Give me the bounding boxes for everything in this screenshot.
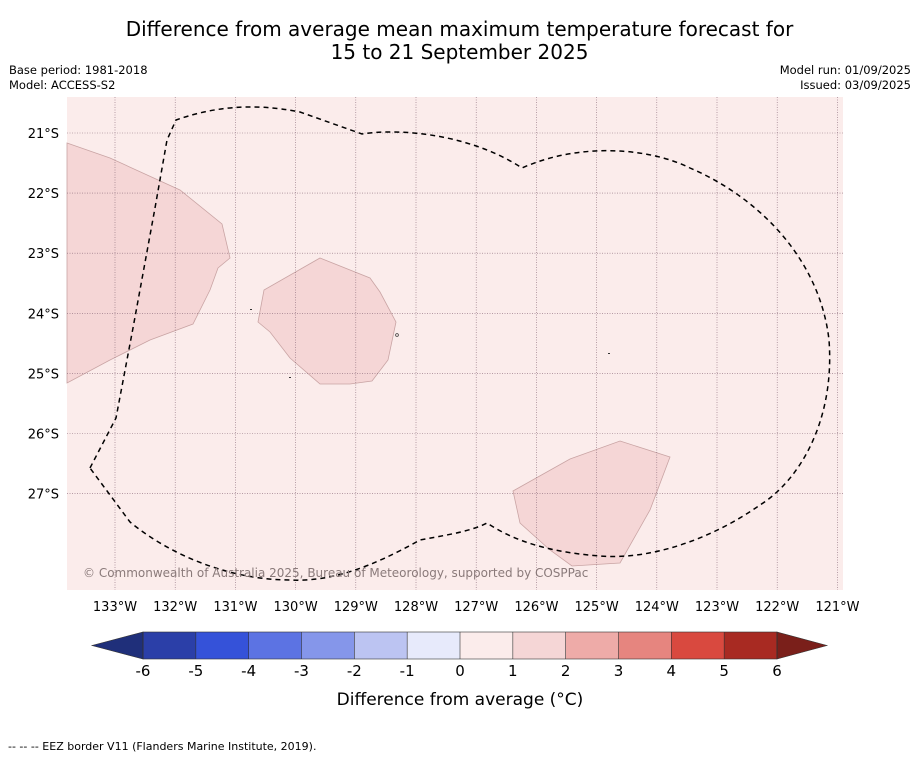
colorbar-label: Difference from average (°C): [337, 690, 584, 710]
latitude-label: 21°S: [28, 127, 59, 142]
warm-patch-west: [66, 142, 231, 384]
latitude-label: 23°S: [28, 247, 59, 262]
colorbar-segment: [301, 632, 355, 659]
longitude-label: 127°W: [454, 600, 498, 615]
colorbar-tick-label: -4: [241, 662, 256, 680]
map-panel: [67, 97, 843, 590]
longitude-label: 124°W: [635, 600, 679, 615]
graticule: [67, 97, 843, 590]
anomaly-patches: [66, 142, 671, 567]
latitude-labels: 21°S 22°S 23°S 24°S 25°S 26°S 27°S: [28, 127, 59, 503]
eez-footnote: -- -- -- EEZ border V11 (Flanders Marine…: [8, 740, 317, 753]
colorbar-tick-label: 5: [719, 662, 729, 680]
latitude-label: 24°S: [28, 307, 59, 322]
eez-border: [89, 106, 831, 581]
latitude-label: 22°S: [28, 187, 59, 202]
colorbar-tick-label: 4: [667, 662, 677, 680]
colorbar-ticks: -6 -5 -4 -3 -2 -1 0 1 2 3 4 5 6: [136, 662, 782, 680]
latitude-label: 27°S: [28, 488, 59, 503]
island-mark: [608, 353, 610, 354]
colorbar-segment: [407, 632, 461, 659]
title-line-1: Difference from average mean maximum tem…: [125, 17, 794, 41]
colorbar-tick-label: -5: [188, 662, 203, 680]
longitude-label: 128°W: [394, 600, 438, 615]
colorbar-under-arrow: [90, 631, 144, 660]
colorbar-tick-label: -3: [294, 662, 309, 680]
colorbar-tick-label: -6: [136, 662, 151, 680]
colorbar-segment: [195, 632, 249, 659]
colorbar-segment: [143, 632, 197, 659]
small-islands: [250, 309, 610, 378]
colorbar-tick-label: 3: [614, 662, 624, 680]
colorbar-segment: [618, 632, 672, 659]
model-run: Model run: 01/09/2025: [779, 63, 911, 77]
colorbar-segment: [724, 632, 778, 659]
title-line-2: 15 to 21 September 2025: [330, 40, 589, 64]
longitude-label: 122°W: [755, 600, 799, 615]
colorbar-segment: [248, 632, 302, 659]
longitude-label: 126°W: [514, 600, 558, 615]
longitude-label: 129°W: [334, 600, 378, 615]
colorbar-tick-label: 2: [561, 662, 571, 680]
colorbar-over-arrow: [776, 631, 829, 660]
longitude-label: 121°W: [815, 600, 859, 615]
colorbar-segment: [460, 632, 514, 659]
latitude-label: 25°S: [28, 367, 59, 382]
colorbar-tick-label: 0: [455, 662, 465, 680]
map-title: Difference from average mean maximum tem…: [0, 18, 919, 64]
meta-right: Model run: 01/09/2025 Issued: 03/09/2025: [780, 63, 911, 93]
island-mark: [395, 333, 399, 337]
issued-date: Issued: 03/09/2025: [800, 78, 911, 92]
longitude-label: 131°W: [213, 600, 257, 615]
colorbar-tick-label: -1: [400, 662, 415, 680]
island-mark: [250, 309, 252, 310]
colorbar-segment: [671, 632, 725, 659]
colorbar-segment: [354, 632, 408, 659]
meta-left: Base period: 1981-2018 Model: ACCESS-S2: [9, 63, 148, 93]
colorbar-tick-label: -2: [347, 662, 362, 680]
model-name: Model: ACCESS-S2: [9, 78, 116, 92]
longitude-label: 125°W: [575, 600, 619, 615]
warm-patch-southeast: [512, 440, 671, 567]
longitude-label: 123°W: [695, 600, 739, 615]
colorbar-tick-label: 6: [772, 662, 782, 680]
latitude-label: 26°S: [28, 428, 59, 443]
colorbar-segment: [512, 632, 566, 659]
colorbar-outline: [142, 631, 778, 660]
island-mark: [289, 377, 291, 378]
warm-patch-central: [257, 257, 397, 385]
colorbar-tick-label: 1: [508, 662, 518, 680]
colorbar-segment: [565, 632, 619, 659]
colorbar: [90, 631, 829, 660]
longitude-label: 132°W: [153, 600, 197, 615]
longitude-label: 133°W: [93, 600, 137, 615]
longitude-label: 130°W: [274, 600, 318, 615]
copyright-notice: © Commonwealth of Australia 2025, Bureau…: [83, 566, 588, 580]
base-period: Base period: 1981-2018: [9, 63, 148, 77]
longitude-labels: 133°W 132°W 131°W 130°W 129°W 128°W 127°W 126°W…: [93, 600, 860, 615]
